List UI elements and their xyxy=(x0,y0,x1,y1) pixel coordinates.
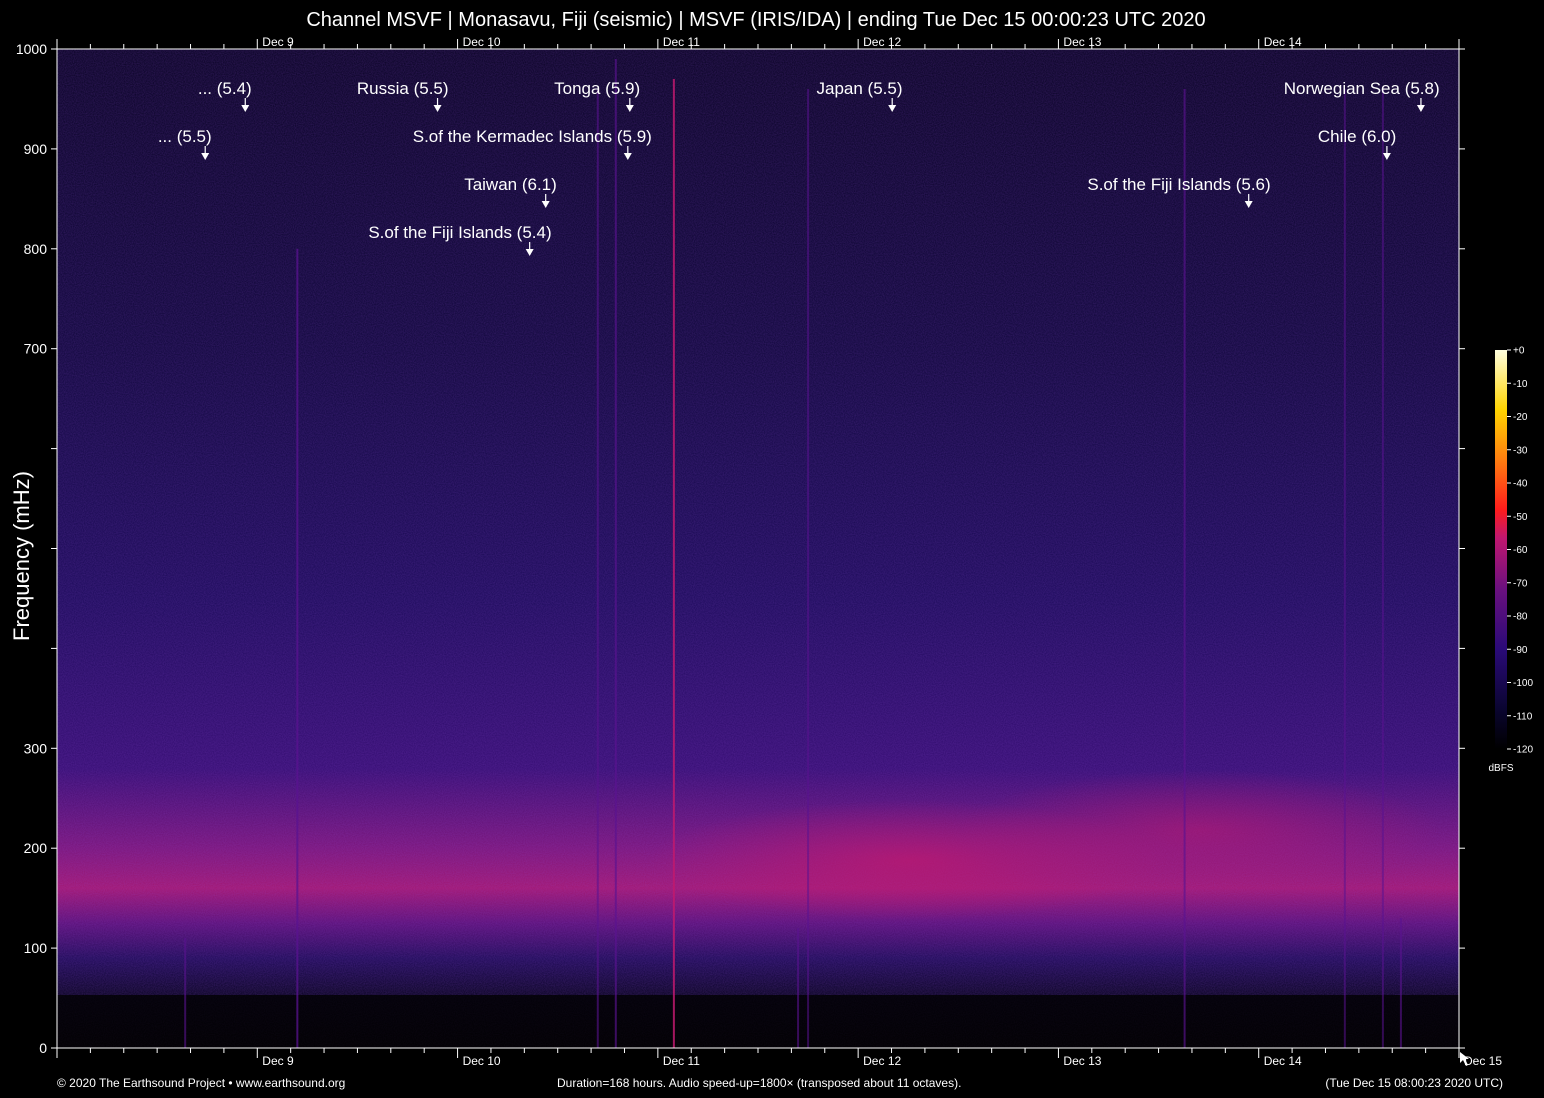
down-arrow-icon xyxy=(888,105,897,112)
event-streak xyxy=(672,78,675,1048)
event-annotation: ... (5.5) xyxy=(158,127,212,160)
down-arrow-icon xyxy=(541,201,550,208)
event-label: Chile (6.0) xyxy=(1318,127,1396,146)
event-label: ... (5.4) xyxy=(198,79,252,98)
event-streak xyxy=(184,938,187,1048)
event-annotation: Norwegian Sea (5.8) xyxy=(1284,79,1440,112)
colorbar-tick-label: -60 xyxy=(1513,545,1528,556)
down-arrow-icon xyxy=(241,105,250,112)
y-tick-label: 300 xyxy=(24,740,48,756)
footer-duration: Duration=168 hours. Audio speed-up=1800×… xyxy=(557,1076,962,1090)
event-streak xyxy=(296,248,299,1048)
colorbar-tick-label: -110 xyxy=(1513,711,1533,722)
colorbar-tick-label: -40 xyxy=(1513,479,1528,490)
event-label: Russia (5.5) xyxy=(357,79,449,98)
x-tick-label-top: Dec 13 xyxy=(1063,35,1101,49)
y-tick-label: 0 xyxy=(39,1040,47,1056)
colorbar-gradient xyxy=(1495,350,1507,749)
colorbar-tick-label: -20 xyxy=(1513,412,1528,423)
colorbar-unit: dBFS xyxy=(1488,763,1513,774)
event-label: S.of the Kermadec Islands (5.9) xyxy=(413,127,652,146)
x-tick-label-top: Dec 12 xyxy=(863,35,901,49)
event-label: Norwegian Sea (5.8) xyxy=(1284,79,1440,98)
event-streak xyxy=(1183,88,1186,1048)
down-arrow-icon xyxy=(1244,201,1253,208)
x-tick-label-bottom: Dec 12 xyxy=(863,1054,901,1068)
down-arrow-icon xyxy=(625,105,634,112)
down-arrow-icon xyxy=(525,249,534,256)
colorbar-tick-label: -100 xyxy=(1513,678,1533,689)
x-tick-label-top: Dec 9 xyxy=(262,35,294,49)
down-arrow-icon xyxy=(623,153,632,160)
event-annotation: Chile (6.0) xyxy=(1318,127,1396,160)
event-annotation: Russia (5.5) xyxy=(357,79,449,112)
event-streak xyxy=(596,88,599,1048)
event-label: S.of the Fiji Islands (5.4) xyxy=(368,223,551,242)
event-label: Japan (5.5) xyxy=(817,79,903,98)
down-arrow-icon xyxy=(1382,153,1391,160)
event-annotation: Japan (5.5) xyxy=(817,79,903,112)
y-tick-label: 200 xyxy=(24,840,48,856)
event-streak xyxy=(1399,918,1402,1048)
event-annotation: S.of the Fiji Islands (5.6) xyxy=(1087,175,1271,208)
down-arrow-icon xyxy=(201,153,210,160)
event-label: S.of the Fiji Islands (5.6) xyxy=(1087,175,1270,194)
x-tick-label-bottom: Dec 13 xyxy=(1063,1054,1101,1068)
down-arrow-icon xyxy=(433,105,442,112)
colorbar-tick-label: -80 xyxy=(1513,612,1528,623)
event-label: Taiwan (6.1) xyxy=(464,175,557,194)
event-streak xyxy=(807,88,810,1048)
event-streak xyxy=(1343,88,1346,1048)
event-streak xyxy=(1482,89,1484,1048)
event-label: Tonga (5.9) xyxy=(554,79,640,98)
colorbar-tick-label: -30 xyxy=(1513,445,1528,456)
y-tick-label: 700 xyxy=(24,341,48,357)
x-tick-label-top: Dec 11 xyxy=(663,35,700,49)
event-annotation: Taiwan (6.1) xyxy=(464,175,557,208)
colorbar-tick-label: -90 xyxy=(1513,645,1528,656)
y-tick-label: 800 xyxy=(24,241,48,257)
event-annotation: S.of the Kermadec Islands (5.9) xyxy=(413,127,652,160)
down-arrow-icon xyxy=(1416,105,1425,112)
x-tick-label-top: Dec 10 xyxy=(463,35,501,49)
colorbar-tick-label: -50 xyxy=(1513,512,1528,523)
colorbar-tick-label: +0 xyxy=(1513,346,1525,357)
x-tick-label-bottom: Dec 14 xyxy=(1264,1054,1302,1068)
event-annotation: Tonga (5.9) xyxy=(554,79,640,112)
colorbar-tick-label: -120 xyxy=(1513,745,1533,756)
event-streak xyxy=(614,58,617,1048)
y-tick-label: 900 xyxy=(24,141,48,157)
x-tick-label-top: Dec 14 xyxy=(1264,35,1302,49)
footer-copyright: © 2020 The Earthsound Project • www.eart… xyxy=(57,1076,346,1090)
event-streak xyxy=(1381,88,1384,1048)
event-streak xyxy=(797,928,800,1048)
footer-timestamp: (Tue Dec 15 08:00:23 2020 UTC) xyxy=(1325,1076,1503,1090)
event-label: ... (5.5) xyxy=(158,127,212,146)
y-tick-label: 1000 xyxy=(16,41,47,57)
x-tick-label-bottom: Dec 11 xyxy=(663,1054,700,1068)
x-tick-label-bottom: Dec 10 xyxy=(463,1054,501,1068)
spectrogram-background xyxy=(57,49,1459,1048)
x-tick-label-bottom: Dec 9 xyxy=(262,1054,294,1068)
x-tick-label-bottom: Dec 15 xyxy=(1464,1054,1502,1068)
chart-title: Channel MSVF | Monasavu, Fiji (seismic) … xyxy=(306,9,1206,31)
event-annotation: S.of the Fiji Islands (5.4) xyxy=(368,223,552,256)
cursor-icon xyxy=(1460,1052,1469,1066)
event-annotation: ... (5.4) xyxy=(198,79,252,112)
colorbar-tick-label: -70 xyxy=(1513,578,1528,589)
y-tick-label: 100 xyxy=(24,940,48,956)
colorbar-tick-label: -10 xyxy=(1513,379,1528,390)
event-streak xyxy=(1494,928,1496,1048)
